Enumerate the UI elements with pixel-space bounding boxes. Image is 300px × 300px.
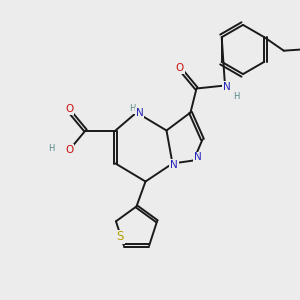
Text: O: O bbox=[65, 104, 73, 115]
Text: N: N bbox=[136, 107, 143, 118]
Text: N: N bbox=[223, 82, 230, 92]
Text: O: O bbox=[176, 63, 184, 73]
Text: H: H bbox=[48, 144, 55, 153]
Text: S: S bbox=[116, 230, 124, 244]
Text: H: H bbox=[129, 104, 135, 113]
Text: O: O bbox=[65, 145, 73, 155]
Text: N: N bbox=[170, 160, 178, 170]
Text: N: N bbox=[194, 152, 202, 163]
Text: H: H bbox=[233, 92, 240, 101]
